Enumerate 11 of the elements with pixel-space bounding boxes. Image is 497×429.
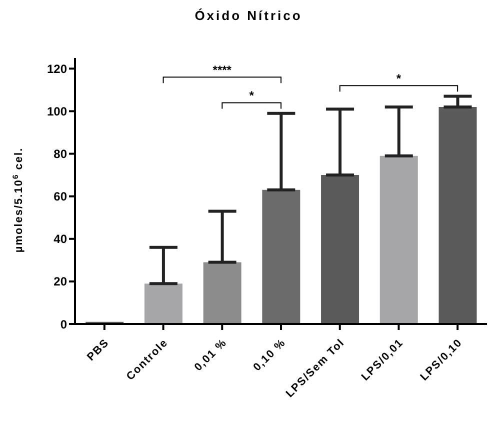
annotation: *	[396, 72, 402, 86]
y-tick-label: 0	[60, 317, 68, 332]
y-tick-label: 100	[46, 104, 68, 118]
y-tick-label: 20	[54, 274, 68, 289]
annotation: *	[249, 88, 254, 103]
y-tick-label: 120	[46, 62, 68, 76]
y-tick-label: 60	[54, 190, 68, 204]
y-tick-label: 80	[54, 147, 68, 162]
chart-title: Óxido Nítrico	[194, 8, 304, 23]
annotation: ****	[212, 63, 232, 78]
y-tick-label: 40	[54, 232, 68, 246]
